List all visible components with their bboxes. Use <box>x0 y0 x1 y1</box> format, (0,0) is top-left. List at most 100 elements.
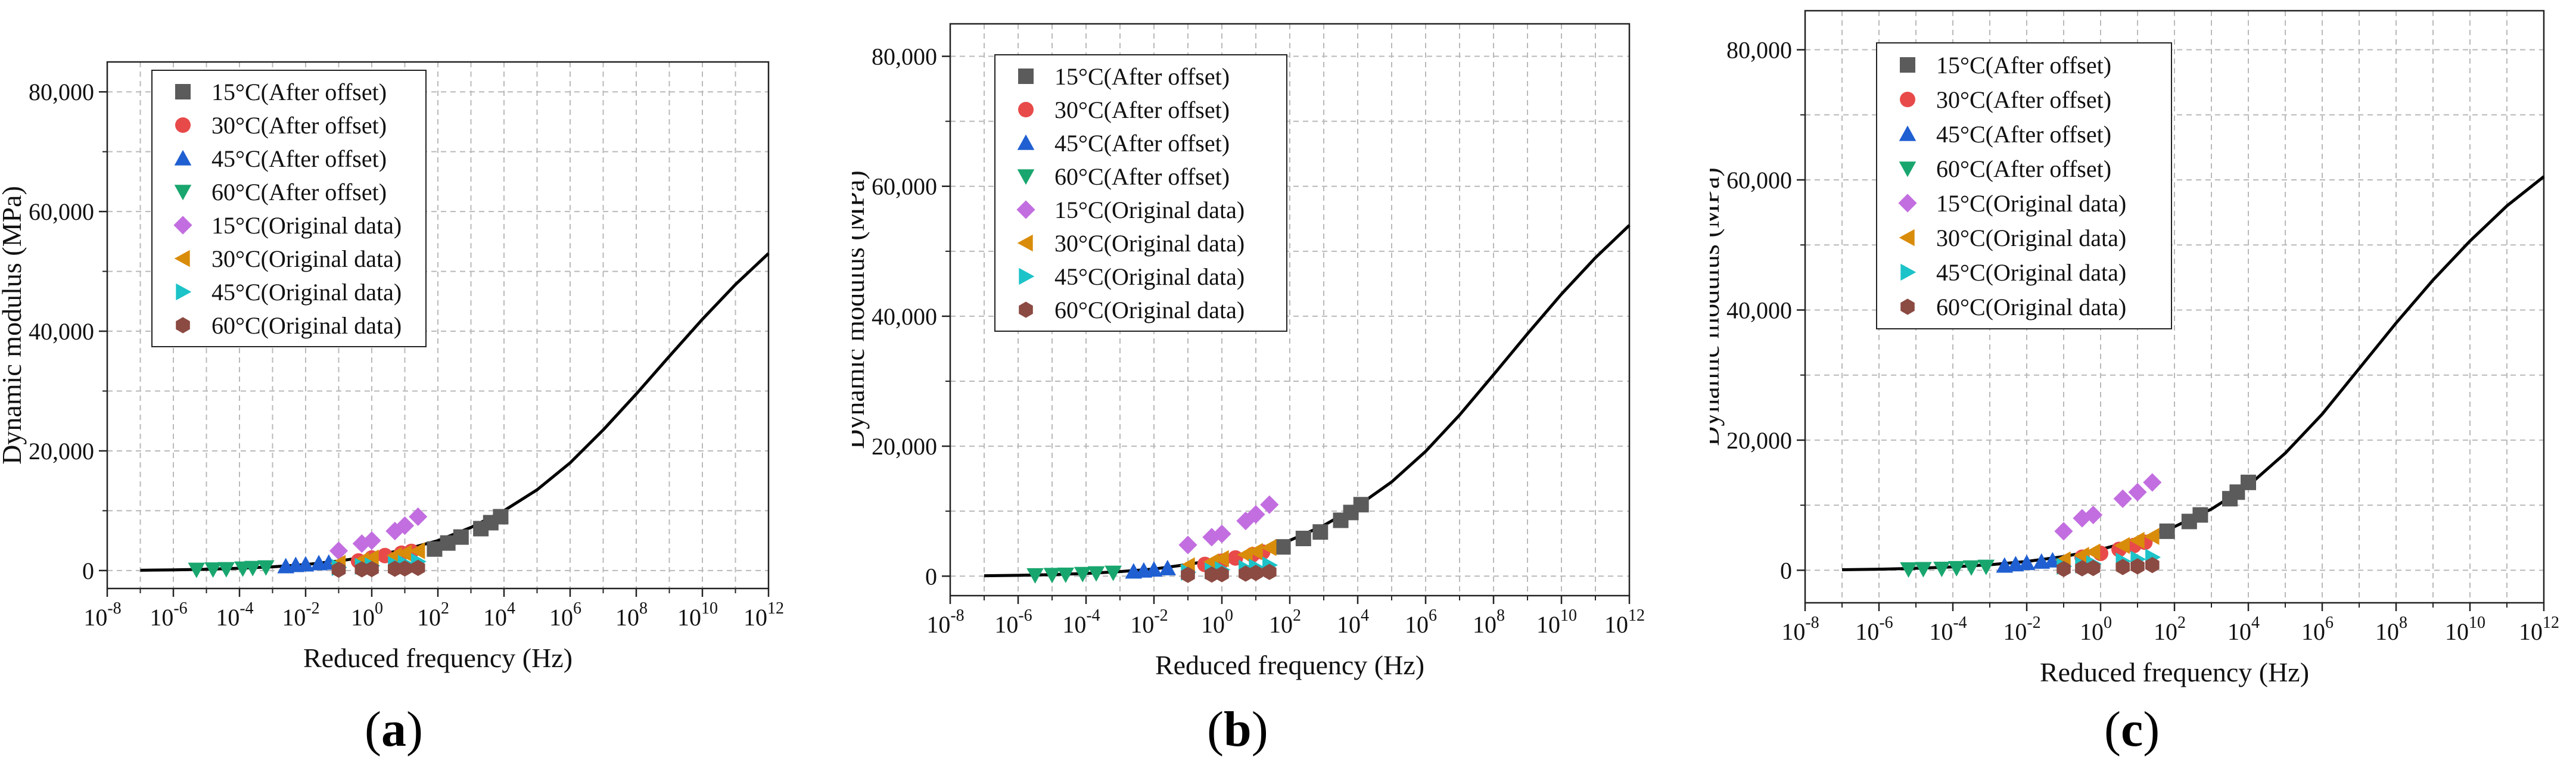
data-point <box>2113 489 2132 508</box>
series-2 <box>1125 559 1177 579</box>
legend-label: 30°C(Original data) <box>1936 225 2126 251</box>
data-point <box>244 561 262 577</box>
legend-label: 60°C(Original data) <box>1936 294 2126 320</box>
data-point <box>217 562 235 578</box>
x-axis-label: Reduced frequency (Hz) <box>2040 657 2309 687</box>
legend-marker <box>1900 298 1915 315</box>
x-tick-label: 10-8 <box>83 599 121 631</box>
x-tick-label: 1010 <box>677 599 718 631</box>
x-tick-label: 104 <box>2227 614 2260 645</box>
x-tick-label: 1010 <box>2445 614 2485 645</box>
x-tick-label: 10-6 <box>1855 614 1893 645</box>
legend-label: 15°C(Original data) <box>1054 197 1245 223</box>
x-tick-label: 100 <box>351 599 383 631</box>
data-point <box>362 531 381 550</box>
y-tick-label: 60,000 <box>29 198 94 225</box>
legend-marker <box>175 117 191 133</box>
data-point <box>1900 562 1917 578</box>
data-point <box>1249 565 1263 581</box>
legend-marker <box>1017 134 1035 150</box>
y-tick-label: 0 <box>925 563 937 590</box>
x-tick-label: 10-6 <box>150 599 187 631</box>
data-point <box>2129 531 2145 549</box>
data-point <box>440 535 456 551</box>
x-tick-label: 1010 <box>1536 606 1577 638</box>
y-tick-label: 20,000 <box>872 433 937 460</box>
chart-panel-b: 10-8 10-6 10-4 10-2 100 102 104 106 108 1010 1012 0… <box>852 23 1645 680</box>
legend-label: 45°C(After offset) <box>1936 121 2111 148</box>
x-tick-label: 104 <box>483 599 515 631</box>
legend-box <box>1876 42 2172 329</box>
legend-label: 60°C(Original data) <box>1054 297 1245 323</box>
legend-marker <box>1900 92 1915 107</box>
x-tick-label: 10-8 <box>926 606 964 638</box>
y-axis-label: Dynamic modulus (MPa) <box>1710 167 1725 446</box>
y-tick-label: 20,000 <box>1726 427 1792 454</box>
x-tick-label: 10-4 <box>1929 614 1967 645</box>
legend-marker <box>174 250 190 267</box>
legend-marker <box>1019 301 1033 318</box>
data-point <box>1178 535 1197 555</box>
panel-label-a: (a) <box>365 702 423 757</box>
data-point <box>1215 566 1229 583</box>
x-tick-label: 10-2 <box>1130 606 1168 638</box>
chart-panel-c: 10-8 10-6 10-4 10-2 100 102 104 106 108 1010 1012 0… <box>1710 10 2559 687</box>
legend-marker <box>173 216 192 235</box>
legend-marker <box>1898 194 1917 213</box>
legend-label: 30°C(After offset) <box>211 112 387 139</box>
legend-marker <box>174 150 192 166</box>
series-4 <box>329 507 428 561</box>
x-tick-label: 10-6 <box>994 606 1032 638</box>
series-7 <box>2057 557 2160 577</box>
data-point <box>1962 560 1980 576</box>
legend-marker <box>1019 267 1035 285</box>
data-point <box>1026 568 1044 584</box>
x-tick-label: 102 <box>2154 614 2186 645</box>
data-point <box>329 541 349 561</box>
data-point <box>395 516 415 535</box>
legend-label: 15°C(After offset) <box>1936 52 2111 79</box>
legend-label: 15°C(Original data) <box>211 212 402 239</box>
x-tick-label: 106 <box>549 599 581 631</box>
data-point <box>409 507 428 527</box>
data-point <box>1087 566 1105 582</box>
y-tick-label: 0 <box>1780 557 1792 584</box>
data-point <box>1977 559 1995 575</box>
series-0 <box>1275 497 1369 555</box>
legend-label: 15°C(After offset) <box>211 79 387 105</box>
data-point <box>2057 561 2071 577</box>
x-tick-label: 10-2 <box>282 599 319 631</box>
legend-label: 45°C(After offset) <box>1054 130 1230 157</box>
legend-label: 45°C(Original data) <box>211 279 402 306</box>
legend-marker <box>1899 229 1915 247</box>
data-point <box>1247 543 1263 561</box>
series-2 <box>1996 552 2061 573</box>
data-point <box>1159 559 1177 575</box>
data-point <box>2115 559 2130 575</box>
x-tick-label: 104 <box>1337 606 1369 638</box>
data-point <box>1237 546 1253 563</box>
data-point <box>363 549 379 567</box>
legend-label: 30°C(After offset) <box>1054 96 1230 123</box>
x-axis-label: Reduced frequency (Hz) <box>1155 650 1424 680</box>
data-point <box>352 534 371 553</box>
y-tick-label: 80,000 <box>29 79 94 105</box>
data-point <box>1105 565 1122 581</box>
data-point <box>257 560 275 576</box>
x-tick-label: 106 <box>1405 606 1437 638</box>
data-point <box>397 560 412 577</box>
data-point <box>2114 537 2130 555</box>
x-tick-label: 102 <box>417 599 449 631</box>
legend-label: 60°C(After offset) <box>1054 163 1230 190</box>
data-point <box>2084 505 2103 525</box>
data-point <box>2143 473 2162 492</box>
y-axis-label: Dynamic modulus (MPa) <box>852 170 870 449</box>
data-point <box>2073 546 2089 564</box>
data-point <box>1312 524 1329 540</box>
x-tick-label: 102 <box>1269 606 1301 638</box>
x-tick-label: 1012 <box>1604 606 1645 638</box>
data-point <box>2159 523 2175 539</box>
data-point <box>1145 561 1163 577</box>
data-point <box>1275 539 1291 555</box>
panel-label-b: (b) <box>1207 702 1268 757</box>
